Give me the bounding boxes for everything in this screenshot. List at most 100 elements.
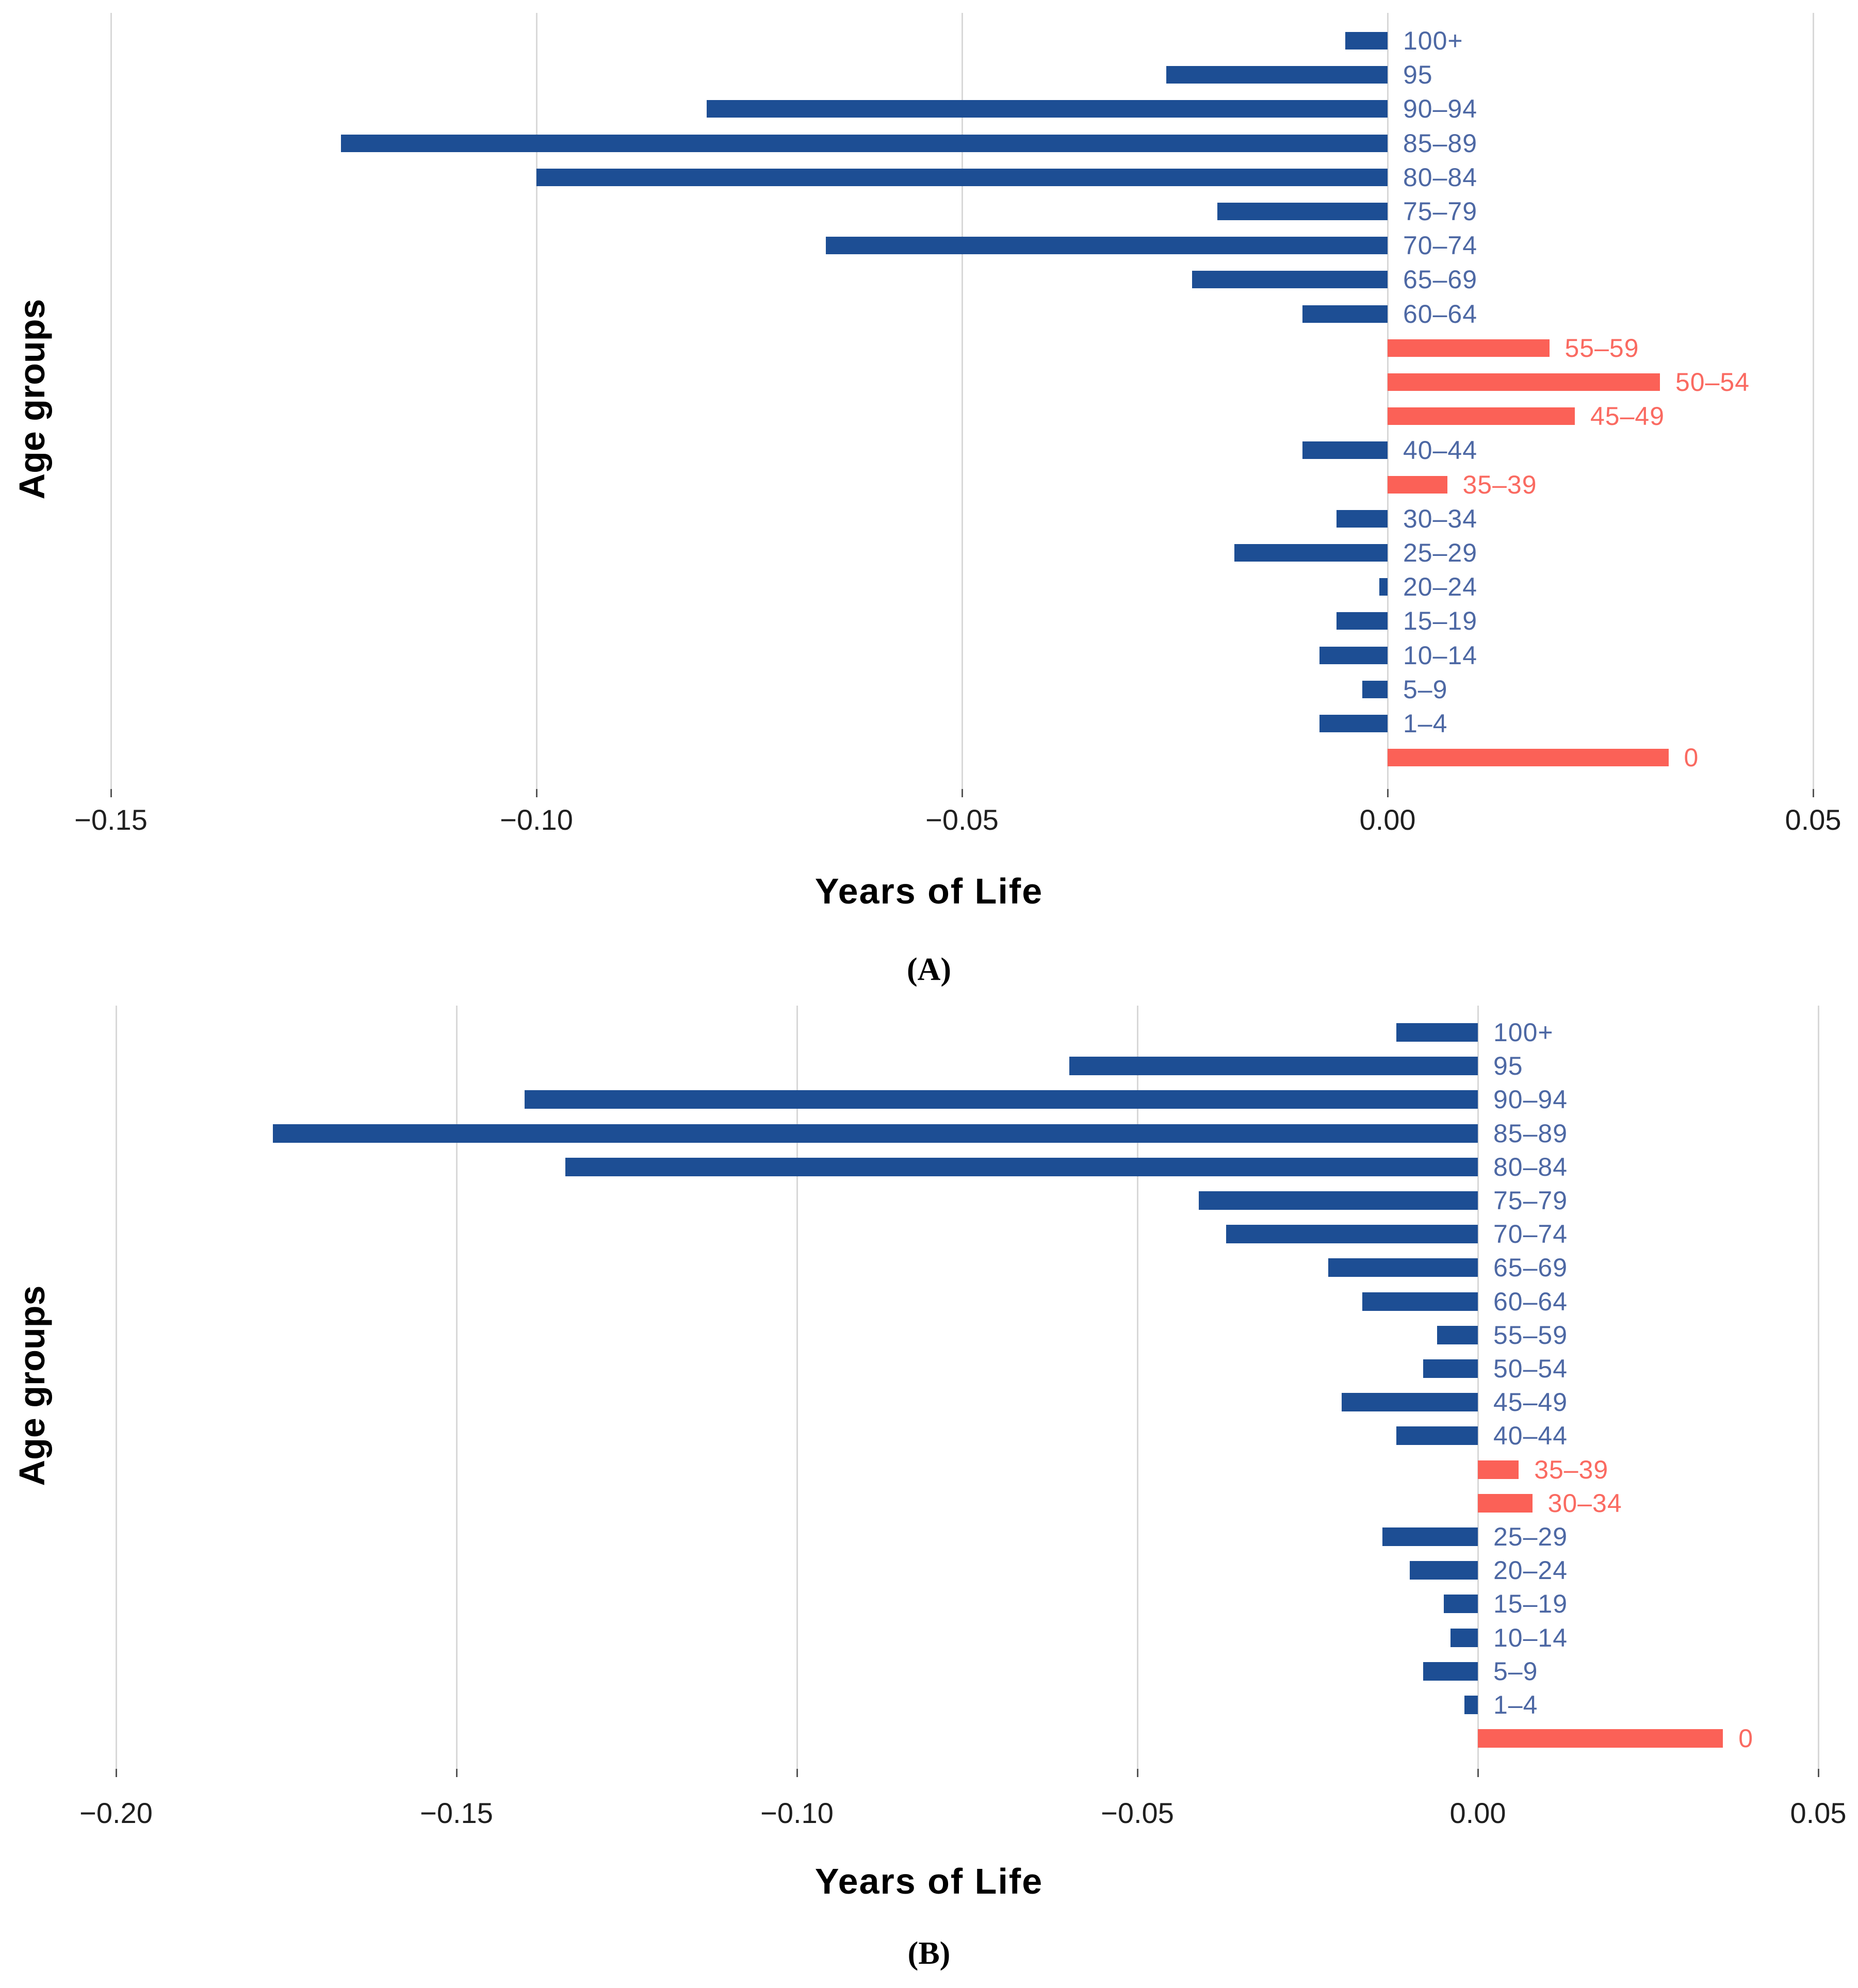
bar-label-90–94: 90–94 — [1403, 94, 1478, 124]
bar-15–19 — [1337, 612, 1388, 630]
bar-70–74 — [826, 237, 1388, 255]
bar-label-95: 95 — [1493, 1051, 1523, 1081]
x-tick-mark — [961, 789, 963, 797]
bar-label-20–24: 20–24 — [1493, 1556, 1568, 1585]
bar-label-50–54: 50–54 — [1675, 368, 1750, 397]
bar-label-80–84: 80–84 — [1493, 1152, 1568, 1181]
bar-label-70–74: 70–74 — [1403, 231, 1478, 260]
bar-0 — [1388, 749, 1669, 767]
bar-label-35–39: 35–39 — [1534, 1455, 1609, 1484]
bar-label-85–89: 85–89 — [1403, 128, 1478, 158]
gridline — [961, 13, 963, 789]
bar-65–69 — [1192, 271, 1388, 289]
bar-label-1–4: 1–4 — [1493, 1690, 1538, 1719]
bar-label-25–29: 25–29 — [1403, 538, 1478, 567]
gridline — [455, 1006, 458, 1769]
bar-label-90–94: 90–94 — [1493, 1085, 1568, 1114]
gridline — [1136, 1006, 1138, 1769]
bar-label-50–54: 50–54 — [1493, 1354, 1568, 1383]
bar-80–84 — [536, 168, 1388, 186]
bar-label-60–64: 60–64 — [1493, 1287, 1568, 1316]
bar-label-15–19: 15–19 — [1493, 1589, 1568, 1619]
x-tick-mark — [796, 1769, 798, 1777]
gridline — [796, 1006, 798, 1769]
x-tick-mark — [110, 789, 112, 797]
bar-10–14 — [1319, 646, 1388, 664]
x-tick-mark — [1136, 1769, 1138, 1777]
bar-label-0: 0 — [1738, 1724, 1753, 1753]
bar-5–9 — [1423, 1662, 1478, 1681]
x-tick-label: −0.05 — [925, 803, 999, 836]
bar-label-75–79: 75–79 — [1403, 197, 1478, 226]
bar-label-65–69: 65–69 — [1493, 1253, 1568, 1283]
bar-15–19 — [1444, 1595, 1478, 1614]
bar-100+ — [1396, 1023, 1478, 1042]
bar-50–54 — [1423, 1359, 1478, 1378]
bar-label-30–34: 30–34 — [1547, 1488, 1622, 1518]
x-tick-mark — [535, 789, 537, 797]
x-tick-mark — [1387, 789, 1389, 797]
x-tick-label: −0.20 — [79, 1797, 153, 1829]
gridline — [115, 1006, 117, 1769]
bar-20–24 — [1410, 1561, 1478, 1580]
bar-60–64 — [1302, 305, 1388, 323]
x-axis-title-a: Years of Life — [814, 871, 1044, 911]
bar-95 — [1069, 1057, 1478, 1076]
bar-label-20–24: 20–24 — [1403, 572, 1478, 602]
bar-0 — [1478, 1729, 1723, 1748]
gridline — [1817, 1006, 1819, 1769]
bar-label-100+: 100+ — [1493, 1018, 1554, 1047]
bar-1–4 — [1319, 715, 1388, 732]
bar-65–69 — [1328, 1258, 1478, 1277]
bar-60–64 — [1362, 1292, 1478, 1311]
bar-75–79 — [1198, 1191, 1478, 1210]
bar-90–94 — [707, 100, 1388, 118]
bar-label-55–59: 55–59 — [1493, 1320, 1568, 1350]
bar-label-0: 0 — [1684, 743, 1699, 773]
bar-label-10–14: 10–14 — [1493, 1623, 1568, 1652]
bar-label-70–74: 70–74 — [1493, 1220, 1568, 1249]
bar-30–34 — [1337, 510, 1388, 528]
bar-label-60–64: 60–64 — [1403, 299, 1478, 328]
x-tick-label: −0.05 — [1101, 1797, 1174, 1829]
bar-label-40–44: 40–44 — [1493, 1421, 1568, 1451]
bar-label-15–19: 15–19 — [1403, 606, 1478, 636]
gridline — [1477, 1006, 1479, 1769]
bar-label-35–39: 35–39 — [1462, 470, 1537, 499]
bar-label-25–29: 25–29 — [1493, 1522, 1568, 1551]
x-tick-label: 0.05 — [1785, 803, 1841, 836]
x-tick-mark — [115, 1769, 117, 1777]
bar-25–29 — [1382, 1527, 1478, 1546]
panel-caption-b: (B) — [907, 1936, 951, 1971]
bar-label-80–84: 80–84 — [1403, 162, 1478, 192]
bar-90–94 — [525, 1090, 1478, 1109]
x-tick-label: −0.15 — [420, 1797, 493, 1829]
panel-caption-a: (A) — [906, 952, 952, 987]
x-tick-label: 0.00 — [1359, 803, 1416, 836]
x-tick-label: 0.00 — [1449, 1797, 1506, 1829]
bar-45–49 — [1342, 1393, 1478, 1412]
x-tick-label: −0.15 — [74, 803, 148, 836]
bar-40–44 — [1396, 1426, 1478, 1445]
x-tick-label: −0.10 — [500, 803, 573, 836]
bar-1–4 — [1464, 1696, 1478, 1714]
bar-75–79 — [1217, 203, 1388, 220]
x-tick-mark — [1817, 1769, 1819, 1777]
bar-label-55–59: 55–59 — [1564, 333, 1639, 363]
bar-95 — [1166, 66, 1388, 84]
bar-label-95: 95 — [1403, 60, 1433, 90]
gridline — [535, 13, 537, 789]
bar-label-30–34: 30–34 — [1403, 504, 1478, 533]
gridline — [110, 13, 112, 789]
bar-35–39 — [1388, 475, 1447, 494]
bar-50–54 — [1388, 373, 1660, 391]
bar-40–44 — [1302, 441, 1388, 459]
gridline — [1387, 13, 1389, 789]
bar-label-100+: 100+ — [1403, 26, 1463, 55]
x-tick-label: −0.10 — [760, 1797, 834, 1829]
bar-label-1–4: 1–4 — [1403, 709, 1448, 738]
bar-label-10–14: 10–14 — [1403, 640, 1478, 670]
